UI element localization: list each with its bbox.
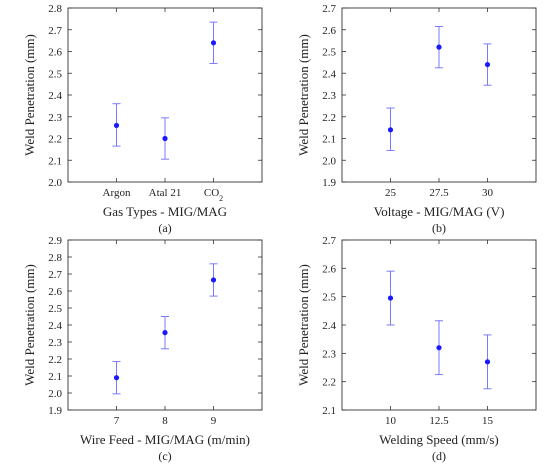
y-axis-title: Weld Penetration (mm) [296,264,311,386]
y-tick-label: 2.6 [322,263,336,275]
x-tick-label: 10 [385,415,397,427]
y-tick-label: 2.2 [48,354,62,366]
x-axis-title: Gas Types - MIG/MAG [103,204,227,219]
y-tick-label: 2.5 [48,303,62,315]
data-point [113,122,120,129]
y-tick-label: 2.6 [48,47,62,59]
y-tick-label: 2.2 [48,134,62,146]
y-tick-label: 2.1 [322,405,336,417]
chart-panel: 1.9 2.0 2.1 2.2 2.3 2.4 2.5 2.6 2.7 25 27.5 30 Weld … [296,3,537,235]
y-tick-label: 2.5 [322,292,336,304]
panel-caption: (b) [432,221,446,235]
x-tick-label: CO2 [204,187,223,203]
x-tick-label: 15 [482,415,494,427]
y-tick-label: 2.1 [48,371,62,383]
y-tick-label: 1.9 [322,177,336,189]
chart-panel: 2.1 2.2 2.3 2.4 2.5 2.6 2.7 10 12.5 15 Weld Penetr… [296,235,537,463]
panel-caption: (c) [158,449,171,463]
data-point [436,345,442,351]
y-tick-label: 2.2 [322,112,336,124]
x-tick-label: 27.5 [429,187,449,199]
x-tick-label: 12.5 [429,415,449,427]
data-point [484,359,491,365]
y-tick-label: 2.6 [322,25,336,37]
y-tick-label: 2.9 [48,235,62,247]
y-axis-title: Weld Penetration (mm) [22,34,37,156]
panel-caption: (d) [432,449,446,463]
y-tick-label: 2.3 [48,112,62,124]
y-tick-label: 2.3 [48,337,62,349]
x-axis-title: Voltage - MIG/MAG (V) [374,204,505,219]
y-tick-label: 2.2 [322,377,336,389]
panel-caption: (a) [158,221,171,235]
x-tick-label: Atal 21 [149,187,182,199]
data-point [162,330,168,336]
y-tick-label: 2.4 [322,320,336,332]
y-tick-label: 2.8 [48,3,62,15]
y-tick-label: 2.7 [322,3,336,15]
data-point [484,61,491,68]
y-tick-label: 2.6 [48,286,62,298]
data-point [113,375,120,381]
y-tick-label: 2.5 [322,47,336,59]
y-tick-label: 2.7 [48,269,62,281]
y-tick-label: 2.8 [48,252,62,264]
x-tick-label: Argon [103,187,131,199]
x-tick-label: 7 [114,415,120,427]
data-point [210,277,217,283]
y-tick-label: 2.7 [322,235,336,247]
x-axis-title: Wire Feed - MIG/MAG (m/min) [80,432,250,447]
chart-panel: 2.0 2.1 2.2 2.3 2.4 2.5 2.6 2.7 2.8 Argon Atal 21 C… [22,3,263,235]
y-tick-label: 2.0 [48,388,62,400]
data-point [162,135,168,142]
y-tick-label: 2.3 [322,348,336,360]
x-axis-title: Welding Speed (mm/s) [379,432,499,447]
y-tick-label: 2.1 [322,134,336,146]
y-tick-label: 2.0 [48,177,62,189]
x-tick-label: 25 [385,187,397,199]
data-point [387,127,394,133]
y-tick-label: 2.3 [322,90,336,102]
chart-panel: 1.9 2.0 2.1 2.2 2.3 2.4 2.5 2.6 2.7 2.8 2.9 7 8 9 Weld… [22,235,263,463]
y-axis-title: Weld Penetration (mm) [22,264,37,386]
x-tick-label: 8 [162,415,168,427]
data-point [436,44,442,50]
x-tick-label: 9 [211,415,217,427]
y-tick-label: 2.1 [48,155,62,167]
data-point [210,40,217,46]
x-tick-label: 30 [482,187,494,199]
y-tick-label: 2.4 [48,90,62,102]
y-tick-label: 2.4 [48,320,62,332]
data-point [387,295,394,301]
y-tick-label: 2.0 [322,155,336,167]
y-tick-label: 2.7 [48,25,62,37]
y-tick-label: 2.4 [322,68,336,80]
y-tick-label: 2.5 [48,68,62,80]
y-tick-label: 1.9 [48,405,62,417]
y-axis-title: Weld Penetration (mm) [296,34,311,156]
